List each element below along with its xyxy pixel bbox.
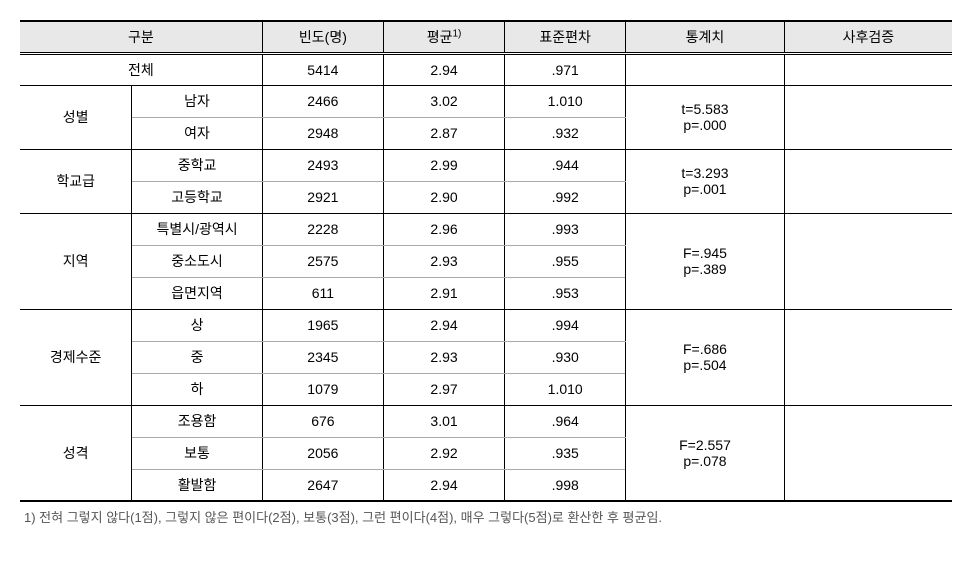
- row-stat: F=2.557p=.078: [626, 405, 784, 501]
- stats-table: 구분 빈도(명) 평균1) 표준편차 통계치 사후검증 전체 5414 2.94…: [20, 20, 952, 502]
- row-mean: 2.93: [383, 245, 504, 277]
- row-stat: F=.686p=.504: [626, 309, 784, 405]
- footnote: 1) 전혀 그렇지 않다(1점), 그렇지 않은 편이다(2점), 보통(3점)…: [20, 502, 952, 528]
- total-stat: [626, 53, 784, 85]
- total-freq: 5414: [262, 53, 383, 85]
- row-label: 중학교: [132, 149, 262, 181]
- group-label: 지역: [20, 213, 132, 309]
- group-label: 성격: [20, 405, 132, 501]
- header-frequency: 빈도(명): [262, 21, 383, 53]
- row-mean: 2.92: [383, 437, 504, 469]
- group-label: 경제수준: [20, 309, 132, 405]
- row-label: 중소도시: [132, 245, 262, 277]
- row-label: 조용함: [132, 405, 262, 437]
- row-sd: .992: [505, 181, 626, 213]
- row-freq: 2466: [262, 85, 383, 117]
- row-label: 남자: [132, 85, 262, 117]
- row-label: 여자: [132, 117, 262, 149]
- row-mean: 2.93: [383, 341, 504, 373]
- row-sd: .993: [505, 213, 626, 245]
- row-label: 특별시/광역시: [132, 213, 262, 245]
- row-mean: 2.90: [383, 181, 504, 213]
- row-mean: 2.94: [383, 469, 504, 501]
- row-sd: .998: [505, 469, 626, 501]
- row-sd: .930: [505, 341, 626, 373]
- row-posthoc: [784, 309, 952, 405]
- row-label: 하: [132, 373, 262, 405]
- header-posthoc: 사후검증: [784, 21, 952, 53]
- row-freq: 1079: [262, 373, 383, 405]
- row-freq: 676: [262, 405, 383, 437]
- row-freq: 2647: [262, 469, 383, 501]
- table-body: 전체 5414 2.94 .971 성별남자24663.021.010t=5.5…: [20, 53, 952, 501]
- row-stat: t=3.293p=.001: [626, 149, 784, 213]
- row-mean: 2.87: [383, 117, 504, 149]
- row-freq: 2575: [262, 245, 383, 277]
- row-freq: 2345: [262, 341, 383, 373]
- row-label: 활발함: [132, 469, 262, 501]
- row-freq: 2228: [262, 213, 383, 245]
- row-mean: 3.02: [383, 85, 504, 117]
- header-sd: 표준편차: [505, 21, 626, 53]
- row-sd: .935: [505, 437, 626, 469]
- row-sd: .994: [505, 309, 626, 341]
- total-posthoc: [784, 53, 952, 85]
- row-mean: 2.99: [383, 149, 504, 181]
- row-stat: F=.945p=.389: [626, 213, 784, 309]
- row-label: 상: [132, 309, 262, 341]
- row-sd: .944: [505, 149, 626, 181]
- total-label: 전체: [20, 53, 262, 85]
- row-freq: 1965: [262, 309, 383, 341]
- row-posthoc: [784, 213, 952, 309]
- header-category: 구분: [20, 21, 262, 53]
- row-sd: .932: [505, 117, 626, 149]
- row-freq: 2948: [262, 117, 383, 149]
- row-label: 읍면지역: [132, 277, 262, 309]
- row-mean: 2.94: [383, 309, 504, 341]
- total-mean: 2.94: [383, 53, 504, 85]
- row-stat: t=5.583p=.000: [626, 85, 784, 149]
- group-label: 성별: [20, 85, 132, 149]
- header-statistic: 통계치: [626, 21, 784, 53]
- row-sd: .955: [505, 245, 626, 277]
- row-mean: 3.01: [383, 405, 504, 437]
- row-freq: 2056: [262, 437, 383, 469]
- row-mean: 2.96: [383, 213, 504, 245]
- total-sd: .971: [505, 53, 626, 85]
- row-posthoc: [784, 149, 952, 213]
- row-mean: 2.97: [383, 373, 504, 405]
- row-freq: 2493: [262, 149, 383, 181]
- header-mean: 평균1): [383, 21, 504, 53]
- table-container: 구분 빈도(명) 평균1) 표준편차 통계치 사후검증 전체 5414 2.94…: [20, 20, 952, 528]
- row-mean: 2.91: [383, 277, 504, 309]
- row-sd: .953: [505, 277, 626, 309]
- row-freq: 611: [262, 277, 383, 309]
- row-freq: 2921: [262, 181, 383, 213]
- row-sd: 1.010: [505, 373, 626, 405]
- row-label: 고등학교: [132, 181, 262, 213]
- row-posthoc: [784, 405, 952, 501]
- row-label: 보통: [132, 437, 262, 469]
- row-sd: 1.010: [505, 85, 626, 117]
- row-label: 중: [132, 341, 262, 373]
- row-sd: .964: [505, 405, 626, 437]
- row-posthoc: [784, 85, 952, 149]
- group-label: 학교급: [20, 149, 132, 213]
